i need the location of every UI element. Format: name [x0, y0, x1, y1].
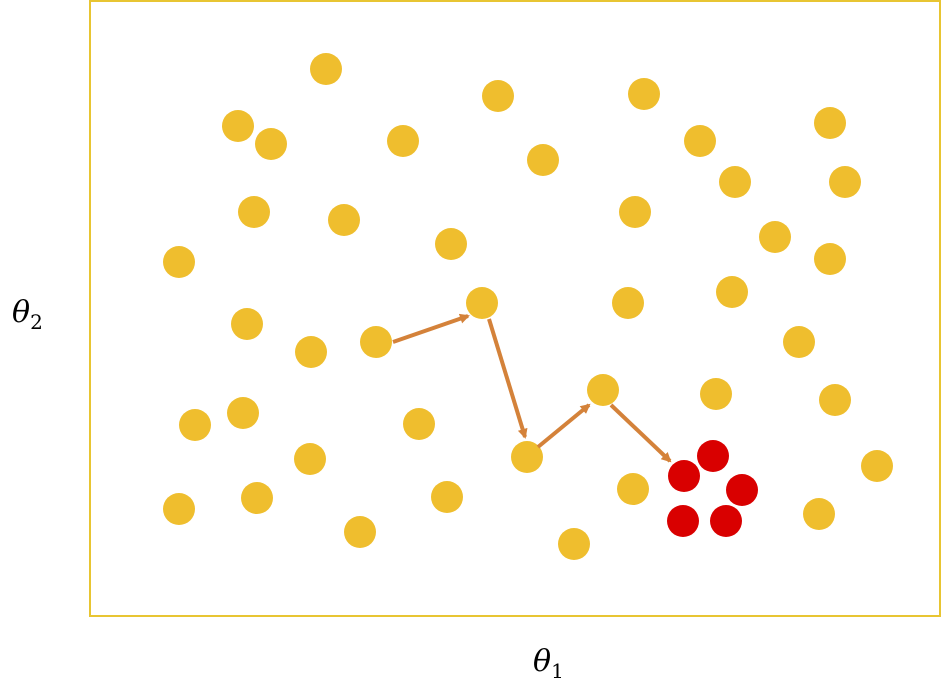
- x-axis-subscript: 1: [551, 659, 564, 683]
- sample-point: [612, 287, 644, 319]
- sample-point: [619, 196, 651, 228]
- target-cluster: [667, 440, 758, 537]
- sample-point: [558, 528, 590, 560]
- path-arrow: [609, 403, 672, 463]
- sample-point: [783, 326, 815, 358]
- x-axis-symbol: θ: [533, 644, 552, 679]
- sample-point: [431, 481, 463, 513]
- path-arrow: [536, 403, 591, 449]
- sample-point: [466, 287, 498, 319]
- sample-point: [403, 408, 435, 440]
- sample-point: [716, 276, 748, 308]
- sample-point: [587, 374, 619, 406]
- target-point: [667, 505, 699, 537]
- points-layer: [163, 53, 893, 560]
- sample-point: [387, 125, 419, 157]
- sample-point: [700, 378, 732, 410]
- sample-point: [344, 516, 376, 548]
- sample-point: [861, 450, 893, 482]
- target-point: [726, 474, 758, 506]
- sample-point: [238, 196, 270, 228]
- sample-point: [222, 110, 254, 142]
- sample-point: [684, 125, 716, 157]
- sample-point: [310, 53, 342, 85]
- sample-point: [759, 221, 791, 253]
- sample-point: [511, 441, 543, 473]
- sample-point: [294, 443, 326, 475]
- sample-point: [295, 336, 327, 368]
- sample-point: [814, 107, 846, 139]
- target-point: [710, 505, 742, 537]
- sample-point: [227, 397, 259, 429]
- sample-point: [241, 482, 273, 514]
- sample-point: [803, 498, 835, 530]
- x-axis-label: θ1: [533, 644, 564, 683]
- sample-point: [435, 228, 467, 260]
- sample-point: [163, 493, 195, 525]
- sample-point: [819, 384, 851, 416]
- y-axis-label: θ2: [12, 295, 43, 334]
- sample-point: [163, 246, 195, 278]
- sample-point: [255, 128, 287, 160]
- sample-point: [360, 326, 392, 358]
- sample-point: [814, 243, 846, 275]
- plot-frame: [89, 0, 941, 617]
- sample-point: [829, 166, 861, 198]
- target-point: [668, 460, 700, 492]
- path-arrow: [392, 313, 470, 344]
- sample-point: [328, 204, 360, 236]
- sample-point: [179, 409, 211, 441]
- y-axis-symbol: θ: [12, 295, 31, 330]
- sample-point: [617, 473, 649, 505]
- sample-point: [628, 78, 660, 110]
- path-arrow: [487, 318, 528, 439]
- target-point: [697, 440, 729, 472]
- sample-point: [527, 144, 559, 176]
- sample-point: [482, 80, 514, 112]
- sample-point: [719, 166, 751, 198]
- y-axis-subscript: 2: [30, 310, 43, 334]
- path-arrows: [392, 313, 672, 463]
- sample-point: [231, 308, 263, 340]
